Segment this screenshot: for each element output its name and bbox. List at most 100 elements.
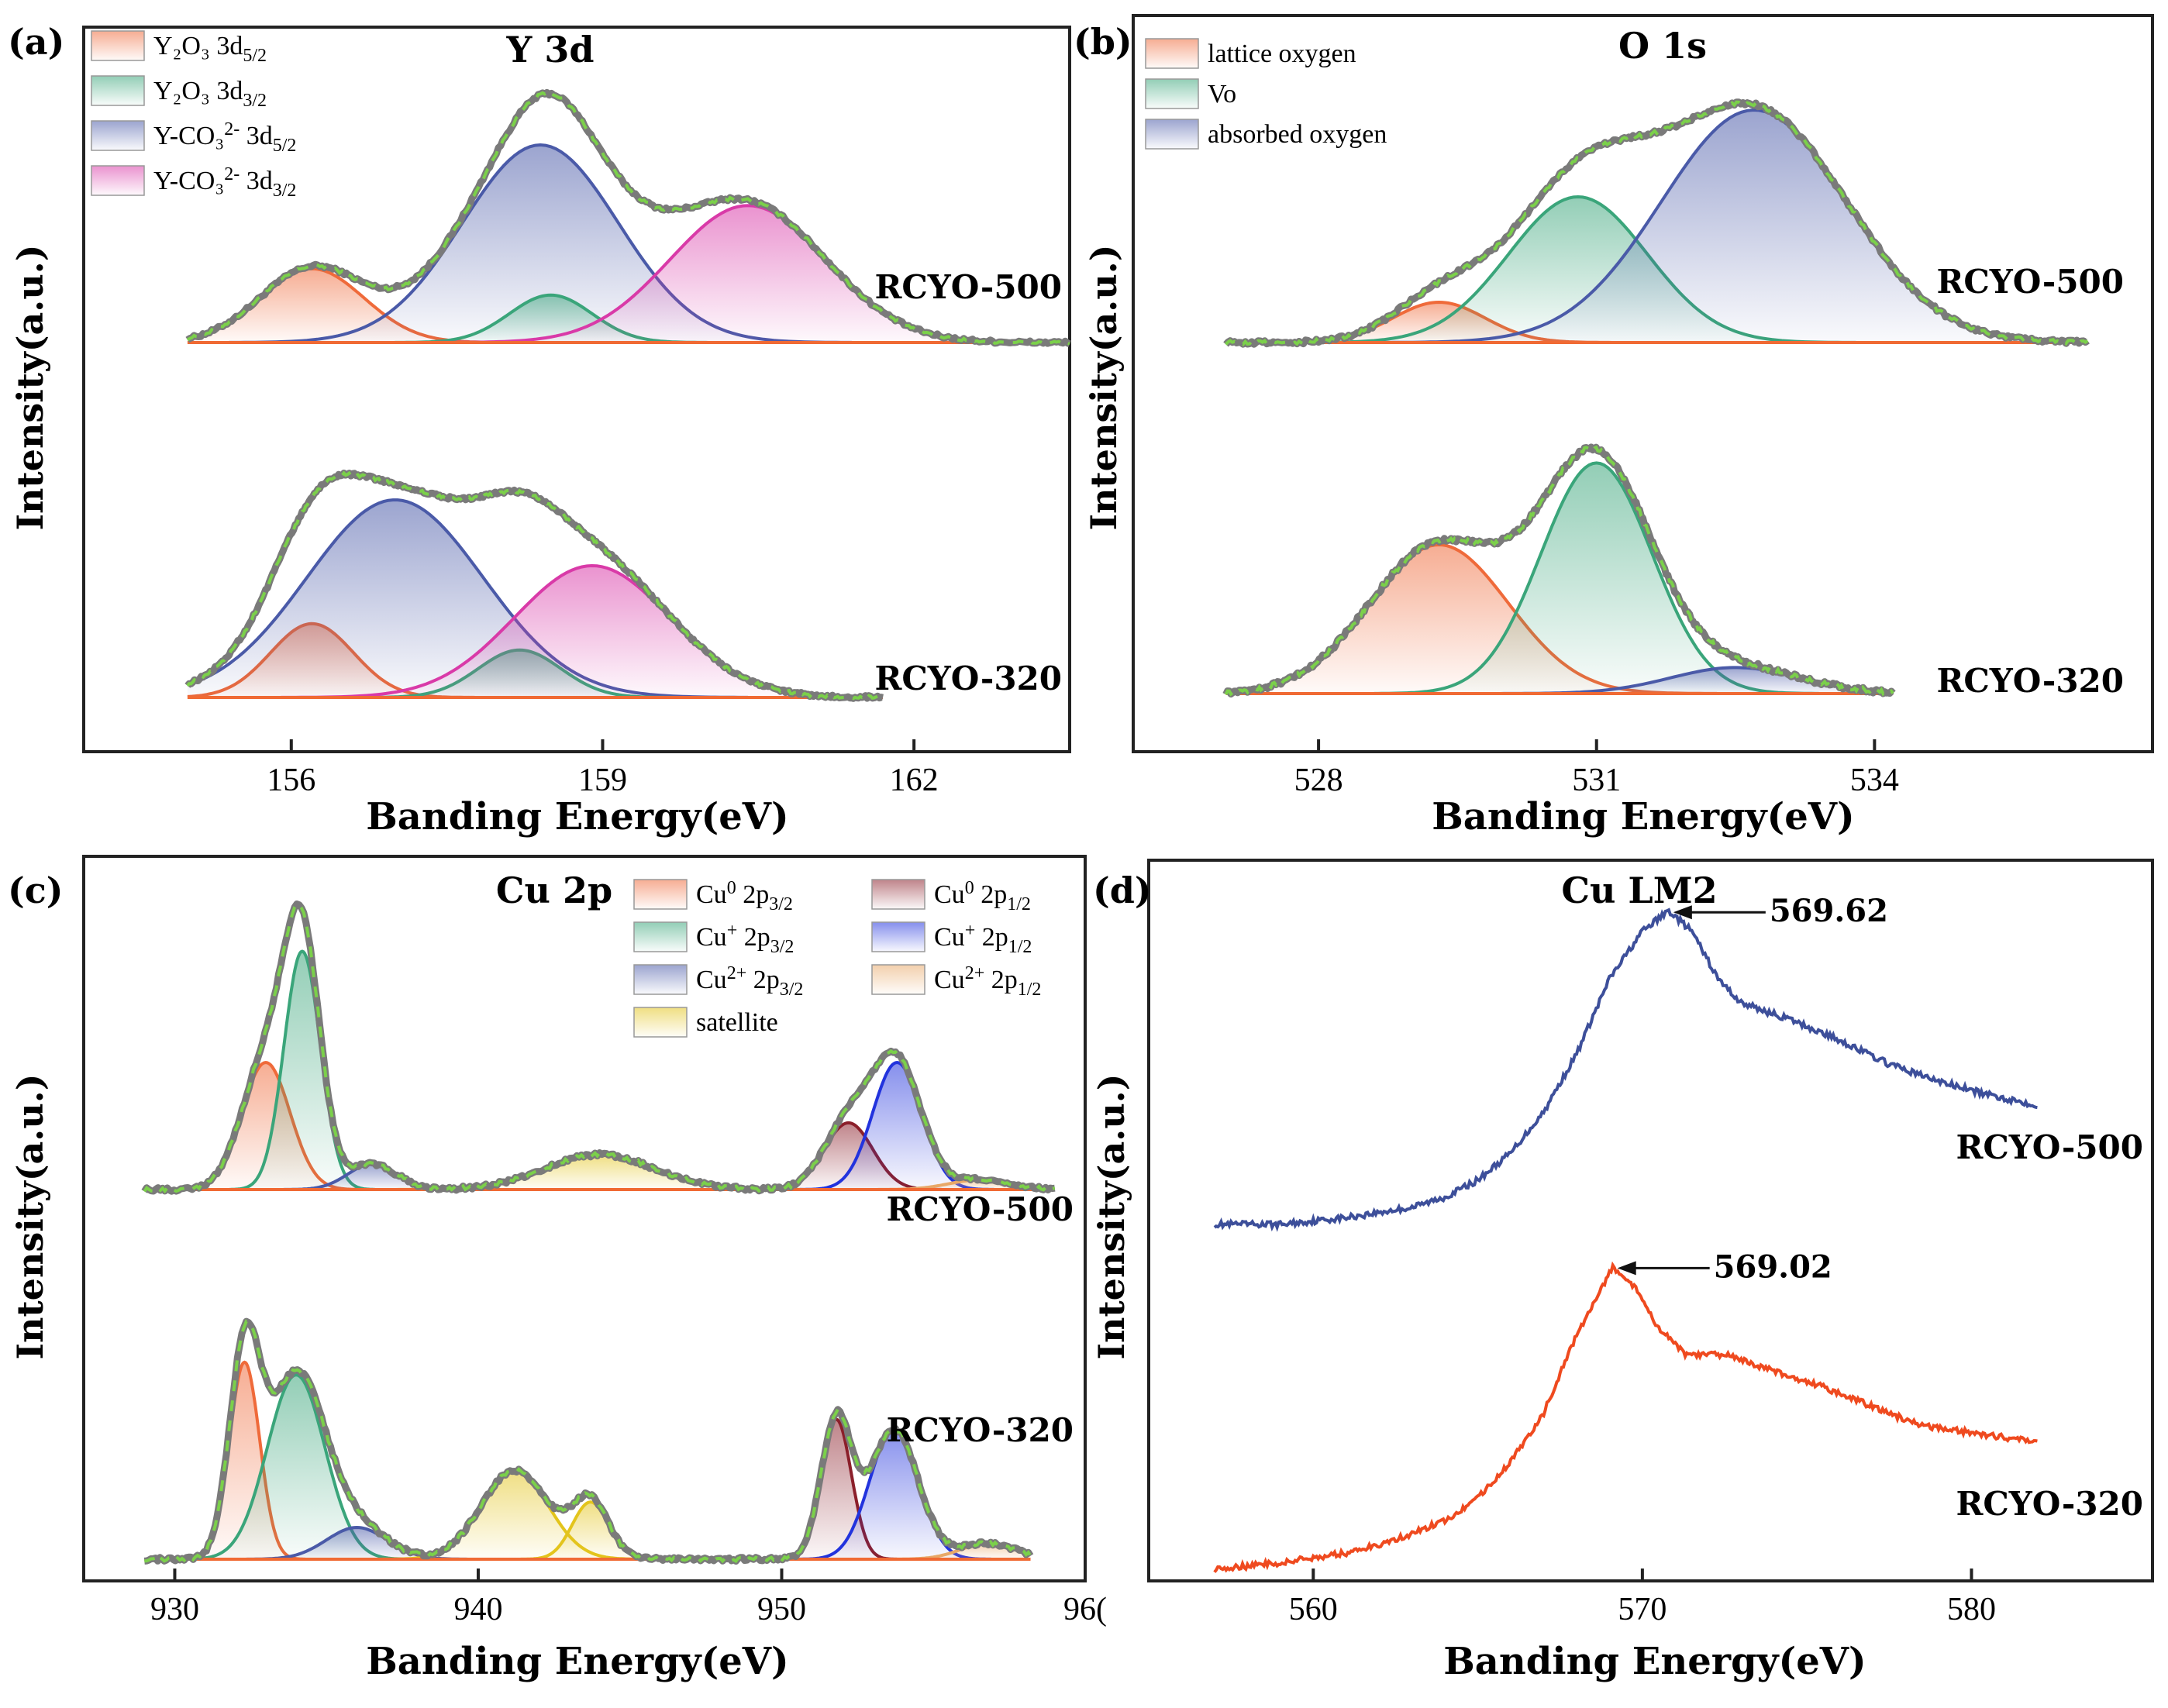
x-axis-ticks: 930 940 950 96(	[150, 1569, 1107, 1627]
x-axis-ticks: 528 531 534	[1294, 739, 1899, 798]
sample-rcyo-320: RCYO-320	[143, 1317, 1074, 1565]
peak-fill	[1225, 545, 1718, 694]
legend-swatch	[871, 879, 925, 910]
x-tick-label: 531	[1572, 763, 1621, 798]
fit-curve	[186, 90, 1070, 346]
peak-fill	[751, 1122, 946, 1190]
x-tick-label: 950	[757, 1592, 806, 1627]
legend: Cu0 2p3/2 Cu+ 2p3/2 Cu2+ 2p3/2 satellite Cu0…	[633, 878, 1041, 1038]
chart-title: Y 3d	[505, 29, 594, 71]
chart-title: Cu LM2	[1561, 869, 1717, 911]
peak-fill	[281, 566, 883, 697]
legend-label: satellite	[696, 1008, 778, 1037]
x-tick-label: 162	[890, 763, 939, 798]
plot-frame	[82, 26, 1071, 753]
sample-label: RCYO-500	[886, 1190, 1074, 1228]
legend-label: Vo	[1208, 80, 1236, 108]
peak-fill	[857, 1179, 1055, 1190]
peak-value-label: 569.02	[1714, 1248, 1832, 1285]
peak-fill	[229, 145, 852, 343]
series-rcyo-500: 569.62 RCYO-500	[1213, 893, 2143, 1232]
x-axis-title: Banding Energy(eV)	[1443, 1640, 1866, 1683]
x-tick-label: 528	[1294, 763, 1343, 798]
x-tick-label: 930	[150, 1592, 199, 1627]
legend-item: Y₂O₃ 3d3/2	[91, 75, 267, 111]
spectrum-line	[1213, 1261, 2038, 1573]
chart-title: Cu 2p	[496, 869, 612, 911]
sample-rcyo-320: RCYO-320	[184, 470, 1062, 702]
legend-item: Cu2+ 2p3/2	[633, 963, 803, 1000]
y-axis-title: Intensity(a.u.)	[1091, 1073, 1132, 1359]
legend-label: Y₂O₃ 3d5/2	[153, 32, 267, 66]
plot-frame	[82, 855, 1087, 1582]
legend-label: Cu0 2p1/2	[934, 878, 1031, 914]
legend-label: Y₂O₃ 3d3/2	[153, 77, 267, 111]
sample-rcyo-500: RCYO-500	[1223, 98, 2124, 348]
legend-item: Vo	[1145, 78, 1236, 109]
panel-label: (d)	[1093, 869, 1152, 911]
sample-rcyo-500: RCYO-500	[185, 88, 1071, 347]
y-axis-title: Intensity(a.u.)	[9, 244, 51, 530]
legend-swatch	[91, 165, 145, 196]
peak-fill	[235, 1527, 478, 1559]
peak-fill	[800, 1062, 994, 1190]
legend-item: satellite	[633, 1007, 778, 1038]
legend-item: lattice oxygen	[1145, 38, 1356, 69]
legend-label: Y-CO₃2- 3d5/2	[153, 119, 296, 156]
x-tick-label: 534	[1850, 763, 1899, 798]
legend-swatch	[1145, 78, 1199, 109]
peak-fill	[797, 1428, 991, 1559]
legend-swatch	[871, 921, 925, 952]
peak-fill	[1476, 667, 1894, 694]
peak-fill	[184, 1362, 305, 1559]
panel-a: (a) Y 3d Banding Energy(eV) Intensity(a.u.)…	[8, 21, 1071, 839]
y-axis-title: Intensity(a.u.)	[9, 1073, 51, 1359]
fit-curve	[186, 470, 884, 701]
peak-fill	[384, 294, 717, 343]
peak-fill	[168, 1062, 364, 1190]
sample-label: RCYO-500	[874, 268, 1062, 306]
legend-swatch	[633, 879, 688, 910]
sample-label: RCYO-320	[1936, 662, 2124, 700]
legend-item: Y-CO₃2- 3d5/2	[91, 119, 296, 156]
legend-item: Cu+ 2p3/2	[633, 921, 794, 957]
sample-label: RCYO-500	[1936, 263, 2124, 301]
legend-label: Y-CO₃2- 3d3/2	[153, 164, 296, 201]
x-tick-label: 580	[1947, 1592, 1996, 1627]
x-tick-label: 159	[578, 763, 627, 798]
spectrum-line	[1213, 907, 2038, 1232]
legend-label: Cu2+ 2p3/2	[696, 963, 803, 1000]
fit-curve	[143, 902, 1056, 1194]
fit-curve	[1224, 444, 1894, 697]
peak-fill	[187, 500, 748, 697]
legend-label: Cu+ 2p3/2	[696, 921, 794, 957]
peak-fill	[1300, 197, 1856, 343]
legend-item: Cu0 2p3/2	[633, 878, 793, 914]
peak-fill	[187, 268, 520, 343]
sample-label: RCYO-320	[886, 1411, 1074, 1449]
sample-rcyo-320: RCYO-320	[1222, 443, 2124, 700]
peak-fill	[381, 1154, 819, 1190]
sample-label: RCYO-320	[1956, 1485, 2143, 1523]
x-axis-title: Banding Energy(eV)	[366, 1640, 789, 1683]
legend-swatch	[1145, 38, 1199, 69]
peak-fill	[181, 1375, 412, 1559]
peak-value-label: 569.62	[1770, 893, 1888, 929]
series-rcyo-320: 569.02 RCYO-320	[1213, 1248, 2143, 1573]
x-tick-label: 156	[267, 763, 315, 798]
peak-fill	[436, 205, 1060, 343]
legend-swatch	[633, 1007, 688, 1038]
x-tick-label: 96(	[1063, 1592, 1107, 1627]
panel-d: (d) Cu LM2 Banding Energy(eV) Intensity(a.u…	[1091, 859, 2154, 1683]
x-axis-title: Banding Energy(eV)	[1432, 795, 1855, 839]
legend-item: Cu0 2p1/2	[871, 878, 1031, 914]
plot-frame	[1132, 14, 2154, 753]
legend-item: Cu+ 2p1/2	[871, 921, 1032, 957]
x-tick-label: 940	[453, 1592, 502, 1627]
peak-fill	[1374, 463, 1819, 694]
legend-label: Cu2+ 2p1/2	[934, 963, 1041, 1000]
peak-fill	[229, 951, 375, 1190]
legend-swatch	[633, 964, 688, 995]
peak-fill	[1383, 110, 2088, 343]
